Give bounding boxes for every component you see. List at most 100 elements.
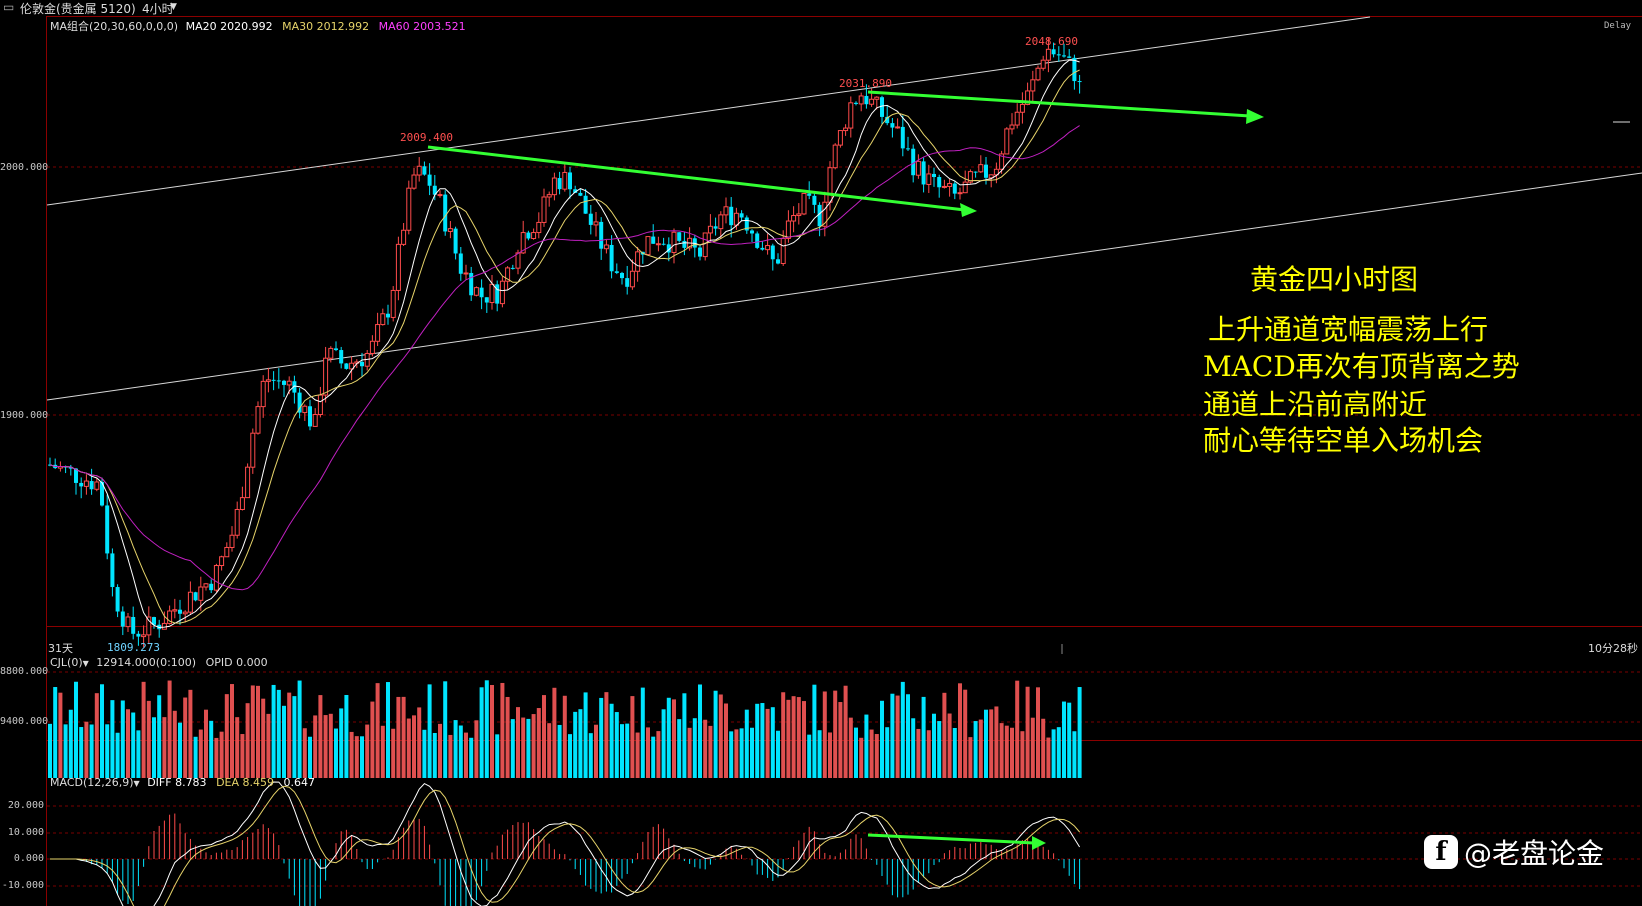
volume-bar	[48, 723, 52, 778]
candle-body	[1019, 103, 1025, 113]
arrow-line-2	[867, 90, 1251, 118]
price-label-low: 1809.273	[107, 641, 160, 654]
volume-bar	[734, 729, 739, 778]
volume-bar	[183, 697, 188, 778]
volume-bar	[256, 685, 260, 778]
macd-axis-tick-0: 0.000	[13, 853, 44, 864]
candle-body	[182, 611, 188, 615]
volume-bar	[848, 717, 853, 778]
candle-body	[941, 185, 947, 188]
volume-bar	[833, 690, 838, 778]
candle-body	[796, 213, 802, 217]
volume-bar	[635, 732, 640, 778]
volume-bar	[1051, 729, 1056, 778]
volume-bar	[58, 692, 63, 778]
candle-body	[750, 230, 754, 234]
volume-bar	[609, 703, 614, 778]
volume-bar	[396, 696, 401, 778]
candle-body	[614, 271, 619, 273]
volume-legend-name[interactable]: CJL(0)	[50, 656, 83, 669]
macd-legend-name[interactable]: MACD(12,26,9)	[50, 776, 134, 789]
volume-bar	[1072, 731, 1077, 778]
volume-bar	[354, 736, 359, 778]
candle-body	[625, 278, 630, 287]
volume-bar	[417, 707, 422, 778]
ma20-line	[49, 59, 1080, 629]
volume-bar	[916, 728, 921, 778]
macd-axis-tick-minus10: -10.000	[1, 880, 44, 891]
window-icon[interactable]: ▭	[3, 0, 15, 14]
volume-bar	[1046, 737, 1051, 778]
candle-body	[812, 195, 817, 205]
volume-bar	[1067, 702, 1072, 778]
volume-bar	[838, 702, 843, 778]
macd-dea-line	[50, 785, 1080, 906]
volume-bar	[739, 728, 744, 778]
volume-bar	[406, 718, 411, 778]
chevron-down-icon[interactable]: ▼	[82, 659, 89, 668]
volume-bar	[204, 709, 208, 778]
volume-bar	[193, 736, 198, 778]
volume-bar	[791, 696, 796, 778]
volume-bar	[947, 713, 952, 778]
candle-body	[620, 272, 624, 279]
volume-bar	[386, 682, 390, 778]
volume-bar	[864, 714, 869, 778]
candle-body	[755, 233, 760, 248]
volume-axis-tick-9400: 9400.000	[0, 716, 49, 727]
volume-bar	[422, 729, 427, 778]
instrument-selector[interactable]: 伦敦金(贵金属 5120)	[20, 2, 136, 16]
candle-body	[739, 213, 744, 218]
volume-bar	[911, 718, 916, 778]
candle-body	[666, 244, 671, 253]
candle-body	[541, 196, 547, 223]
arrow-line-3	[867, 833, 1035, 845]
volume-bar	[360, 736, 364, 778]
volume-bar	[157, 695, 162, 778]
candle-body	[100, 482, 104, 506]
volume-bar	[703, 719, 708, 778]
chevron-down-icon[interactable]: ▼	[133, 779, 140, 788]
volume-bar	[594, 724, 598, 778]
candle-body	[947, 183, 953, 187]
candle-body	[68, 466, 73, 469]
annotation-line-1: 上升通道宽幅震荡上行	[1208, 313, 1489, 346]
candle-body	[526, 232, 531, 239]
volume-bar	[89, 724, 94, 778]
candle-body	[89, 481, 94, 490]
candle-body	[510, 267, 515, 269]
candle-body	[645, 236, 651, 256]
volume-bar	[1004, 725, 1009, 778]
volume-bar	[74, 681, 78, 778]
candle-body	[178, 609, 182, 614]
candle-body	[661, 243, 666, 245]
delay-indicator: Delay	[1604, 21, 1632, 31]
volume-bar	[438, 723, 442, 778]
ma-group-label[interactable]: MA组合(20,30,60,0,0,0)	[50, 20, 179, 33]
candle-body	[832, 144, 838, 169]
volume-bar	[302, 728, 307, 778]
volume-bar	[958, 683, 962, 778]
price-label-high1: 2009.400	[400, 131, 453, 144]
volume-bar	[136, 730, 141, 778]
candle-body	[1004, 128, 1010, 155]
candle-body	[557, 178, 562, 190]
candle-body	[843, 127, 849, 132]
candle-body	[110, 553, 115, 588]
volume-bar	[630, 696, 635, 778]
candle-body	[209, 583, 214, 591]
volume-bar	[750, 727, 754, 778]
price-axis-tick-1900: 1900.000	[0, 410, 49, 421]
volume-bar	[1041, 718, 1046, 778]
candle-body	[957, 192, 963, 195]
candle-body	[203, 583, 209, 588]
volume-bar	[412, 715, 416, 778]
volume-bar	[672, 699, 676, 778]
volume-bar	[120, 700, 125, 778]
volume-bar	[261, 698, 266, 778]
candle-body	[827, 167, 833, 203]
period-selector[interactable]: 4小时	[142, 2, 174, 16]
arrow-head-1	[960, 203, 977, 217]
chevron-down-icon[interactable]: ▼	[170, 2, 177, 12]
